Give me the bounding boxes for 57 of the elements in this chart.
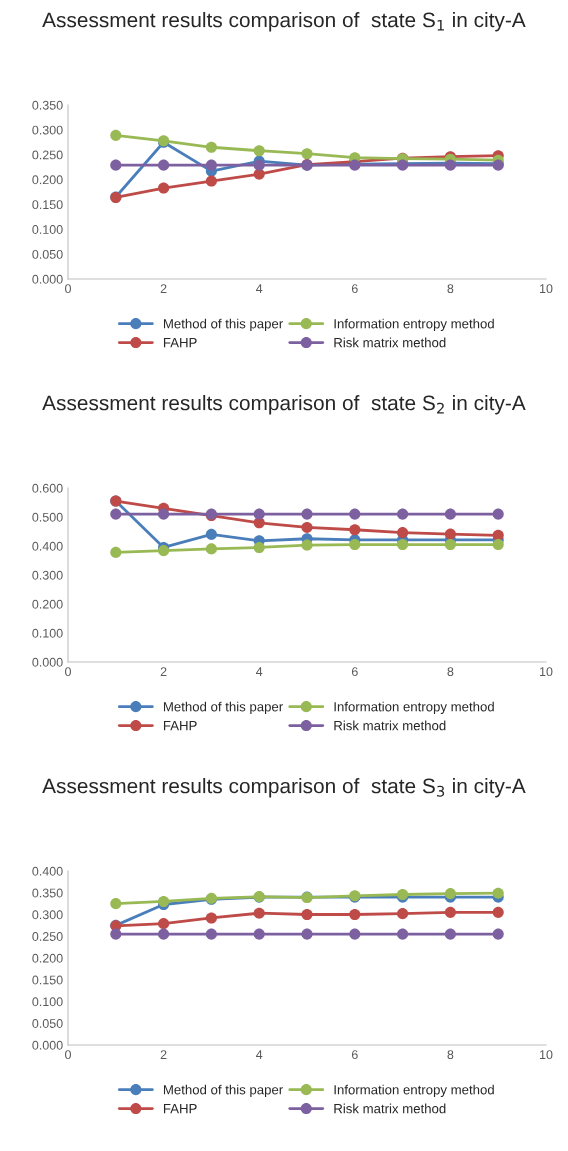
x-tick-label: 0 — [65, 284, 71, 294]
legend-label: FAHP — [163, 721, 197, 731]
y-tick-label: 0.150 — [32, 200, 63, 210]
legend-label: Risk matrix method — [334, 1103, 446, 1114]
x-tick-label: 2 — [160, 284, 167, 293]
legend-label: Information entropy method — [334, 1084, 494, 1098]
y-tick-label: 0.100 — [32, 997, 63, 1007]
x-tick-label: 8 — [447, 284, 454, 294]
x-tick-label: 6 — [351, 667, 358, 677]
x-tick-label: 10 — [540, 1050, 553, 1060]
y-tick-label: 0.050 — [32, 249, 63, 259]
x-tick-label: 4 — [256, 1050, 263, 1059]
y-tick-label: 0.000 — [32, 1040, 63, 1050]
y-tick-label: 0.100 — [32, 225, 63, 234]
x-tick-label: 10 — [540, 284, 553, 294]
legend-label: Risk matrix method — [334, 337, 446, 348]
x-tick-label: 8 — [447, 667, 454, 677]
y-tick-label: 0.300 — [32, 125, 63, 135]
y-tick-label: 0.200 — [32, 175, 63, 185]
chart-title: Assessment results comparison of state S$_{1}$ in city-A — [42, 12, 526, 32]
x-tick-label: 8 — [447, 1050, 454, 1060]
chart-title: Assessment results comparison of state S$_{3}$ in city-A — [42, 778, 526, 798]
y-tick-label: 0.400 — [32, 866, 63, 876]
y-tick-label: 0.100 — [32, 628, 63, 638]
legend-label: Information entropy method — [334, 701, 494, 715]
legend-label: FAHP — [163, 1104, 197, 1114]
x-tick-label: 4 — [256, 284, 263, 293]
legend-label: Method of this paper — [163, 318, 283, 332]
x-tick-label: 4 — [256, 667, 263, 676]
y-tick-label: 0.350 — [32, 888, 63, 898]
y-tick-label: 0.050 — [32, 1019, 63, 1028]
y-tick-label: 0.000 — [32, 657, 63, 667]
y-tick-label: 0.300 — [32, 910, 63, 920]
x-tick-label: 0 — [65, 1050, 71, 1060]
y-tick-label: 0.250 — [32, 932, 63, 941]
x-tick-label: 2 — [160, 1050, 167, 1059]
y-tick-label: 0.500 — [32, 512, 63, 522]
legend-label: Method of this paper — [163, 1084, 283, 1098]
y-tick-label: 0.300 — [32, 570, 63, 580]
y-tick-label: 0.600 — [32, 483, 63, 493]
legend-label: Method of this paper — [163, 701, 283, 715]
y-tick-label: 0.150 — [32, 975, 63, 985]
y-tick-label: 0.200 — [32, 953, 63, 963]
y-tick-label: 0.400 — [32, 541, 63, 551]
y-tick-label: 0.250 — [32, 150, 63, 160]
legend-label: Information entropy method — [334, 318, 494, 332]
x-tick-label: 2 — [160, 667, 167, 676]
y-tick-label: 0.200 — [32, 599, 63, 609]
y-tick-label: 0.000 — [32, 274, 63, 284]
legend-label: FAHP — [163, 338, 197, 348]
legend-label: Risk matrix method — [334, 720, 446, 731]
y-tick-label: 0.350 — [32, 100, 63, 110]
x-tick-label: 10 — [540, 667, 553, 677]
x-tick-label: 6 — [351, 284, 358, 294]
x-tick-label: 6 — [351, 1050, 358, 1060]
x-tick-label: 0 — [65, 667, 71, 677]
chart-title: Assessment results comparison of state S$_{2}$ in city-A — [42, 395, 526, 415]
